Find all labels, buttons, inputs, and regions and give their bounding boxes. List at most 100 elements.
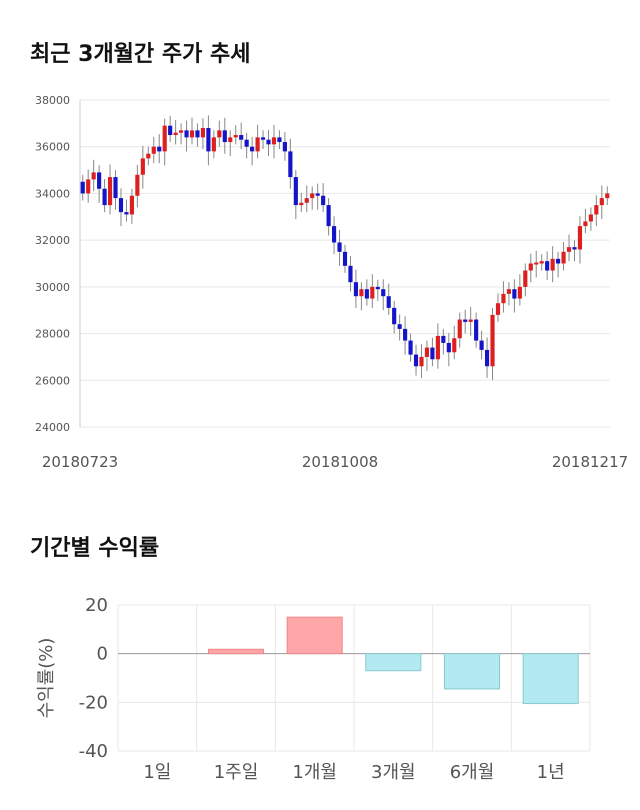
candle-up: [359, 289, 364, 297]
candle-up: [91, 172, 96, 180]
candle-down: [364, 289, 369, 299]
candle-down: [381, 289, 386, 297]
candle-down: [484, 349, 490, 367]
candle-down: [430, 347, 435, 360]
candle-up: [561, 251, 566, 264]
candle-up: [534, 262, 539, 265]
candle-down: [277, 137, 282, 143]
returns-y-tick-label: -20: [79, 692, 108, 713]
returns-x-tick-label: 3개월: [371, 762, 416, 783]
candle-up: [255, 137, 260, 152]
candle-down: [260, 137, 266, 140]
candle-x-tick-label: 20181217: [552, 453, 628, 471]
candle-down: [331, 226, 337, 243]
candle-up: [501, 293, 506, 304]
candle-down: [326, 205, 331, 227]
candle-down: [348, 265, 353, 283]
candle-down: [184, 130, 189, 138]
candle-down: [545, 261, 550, 271]
candle-y-tick-label: 34000: [35, 187, 70, 200]
candle-up: [528, 263, 533, 271]
candle-down: [392, 307, 397, 325]
candle-up: [189, 130, 195, 138]
candle-up: [179, 130, 184, 133]
candle-up: [107, 177, 113, 206]
candle-down: [239, 135, 244, 140]
returns-bar: [443, 653, 501, 690]
returns-bar: [365, 653, 422, 672]
candle-up: [594, 205, 599, 215]
returns-y-tick-label: 0: [97, 644, 108, 665]
candle-up: [140, 158, 145, 175]
candle-down: [321, 195, 326, 206]
candle-up: [550, 258, 555, 271]
candle-up: [517, 286, 522, 299]
candle-down: [124, 212, 129, 215]
candle-down: [293, 177, 298, 206]
returns-x-tick-label: 1년: [537, 762, 565, 783]
candle-up: [304, 198, 309, 203]
candle-up: [452, 338, 457, 353]
candle-down: [266, 139, 271, 145]
candle-y-tick-label: 30000: [35, 281, 70, 294]
candle-down: [195, 130, 200, 138]
candle-up: [583, 221, 588, 227]
candle-down: [222, 130, 227, 143]
candle-y-tick-label: 32000: [35, 234, 70, 247]
candle-down: [386, 296, 391, 308]
candle-y-tick-label: 26000: [35, 374, 70, 387]
candle-up: [135, 174, 140, 196]
candle-x-tick-label: 20180723: [42, 453, 118, 471]
candle-up: [539, 261, 544, 264]
candle-up: [495, 303, 501, 315]
candle-x-tick-label: 20181008: [302, 453, 378, 471]
candle-y-tick-label: 36000: [35, 141, 70, 154]
candle-up: [588, 214, 593, 222]
candle-up: [233, 135, 238, 138]
candle-down: [206, 128, 211, 152]
candle-y-tick-label: 28000: [35, 328, 70, 341]
candle-up: [424, 347, 430, 357]
candle-down: [441, 335, 446, 343]
returns-bar: [522, 653, 579, 705]
candle-up: [490, 314, 495, 367]
candle-up: [506, 289, 511, 294]
candle-x-tick-labels: 20180723 20181008 20181217: [42, 453, 628, 471]
candle-up: [419, 356, 424, 367]
returns-y-axis-label: 수익률(%): [36, 638, 57, 719]
candle-up: [523, 270, 528, 287]
candle-up: [146, 153, 151, 159]
returns-bar-chart: 20 0 -20 -40 1일 1주일 1개월 3개월 6개월 1년 수익률(%): [36, 595, 591, 783]
candle-up: [211, 137, 216, 152]
candle-up: [468, 319, 473, 322]
candle-down: [353, 282, 359, 297]
returns-x-tick-label: 1주일: [214, 762, 259, 783]
candle-down: [479, 340, 484, 350]
candle-up: [457, 319, 462, 339]
candle-down: [337, 242, 342, 252]
candle-up: [566, 247, 572, 252]
candle-up: [599, 198, 604, 206]
returns-x-tick-label: 1일: [143, 762, 171, 783]
candle-down: [113, 177, 118, 199]
candle-y-tick-label: 38000: [35, 94, 70, 107]
returns-gridlines: [117, 604, 591, 752]
candle-down: [315, 193, 320, 196]
candle-down: [408, 340, 413, 355]
candle-y-tick-label: 24000: [35, 421, 70, 434]
candle-down: [512, 289, 517, 299]
candle-up: [86, 179, 91, 194]
candle-up: [228, 137, 233, 143]
candle-down: [403, 328, 408, 341]
candle-down: [102, 188, 107, 206]
candle-up: [435, 335, 440, 360]
candle-down: [288, 151, 293, 178]
candle-y-tick-labels: 38000 36000 34000 32000 30000 28000 26000 24000: [35, 94, 70, 434]
candle-down: [80, 181, 85, 194]
candle-down: [250, 146, 255, 152]
returns-title: 기간별 수익률: [30, 536, 160, 561]
candle-up: [577, 226, 583, 250]
returns-bar: [207, 648, 265, 655]
candle-down: [463, 319, 468, 322]
returns-bars: [207, 616, 579, 705]
